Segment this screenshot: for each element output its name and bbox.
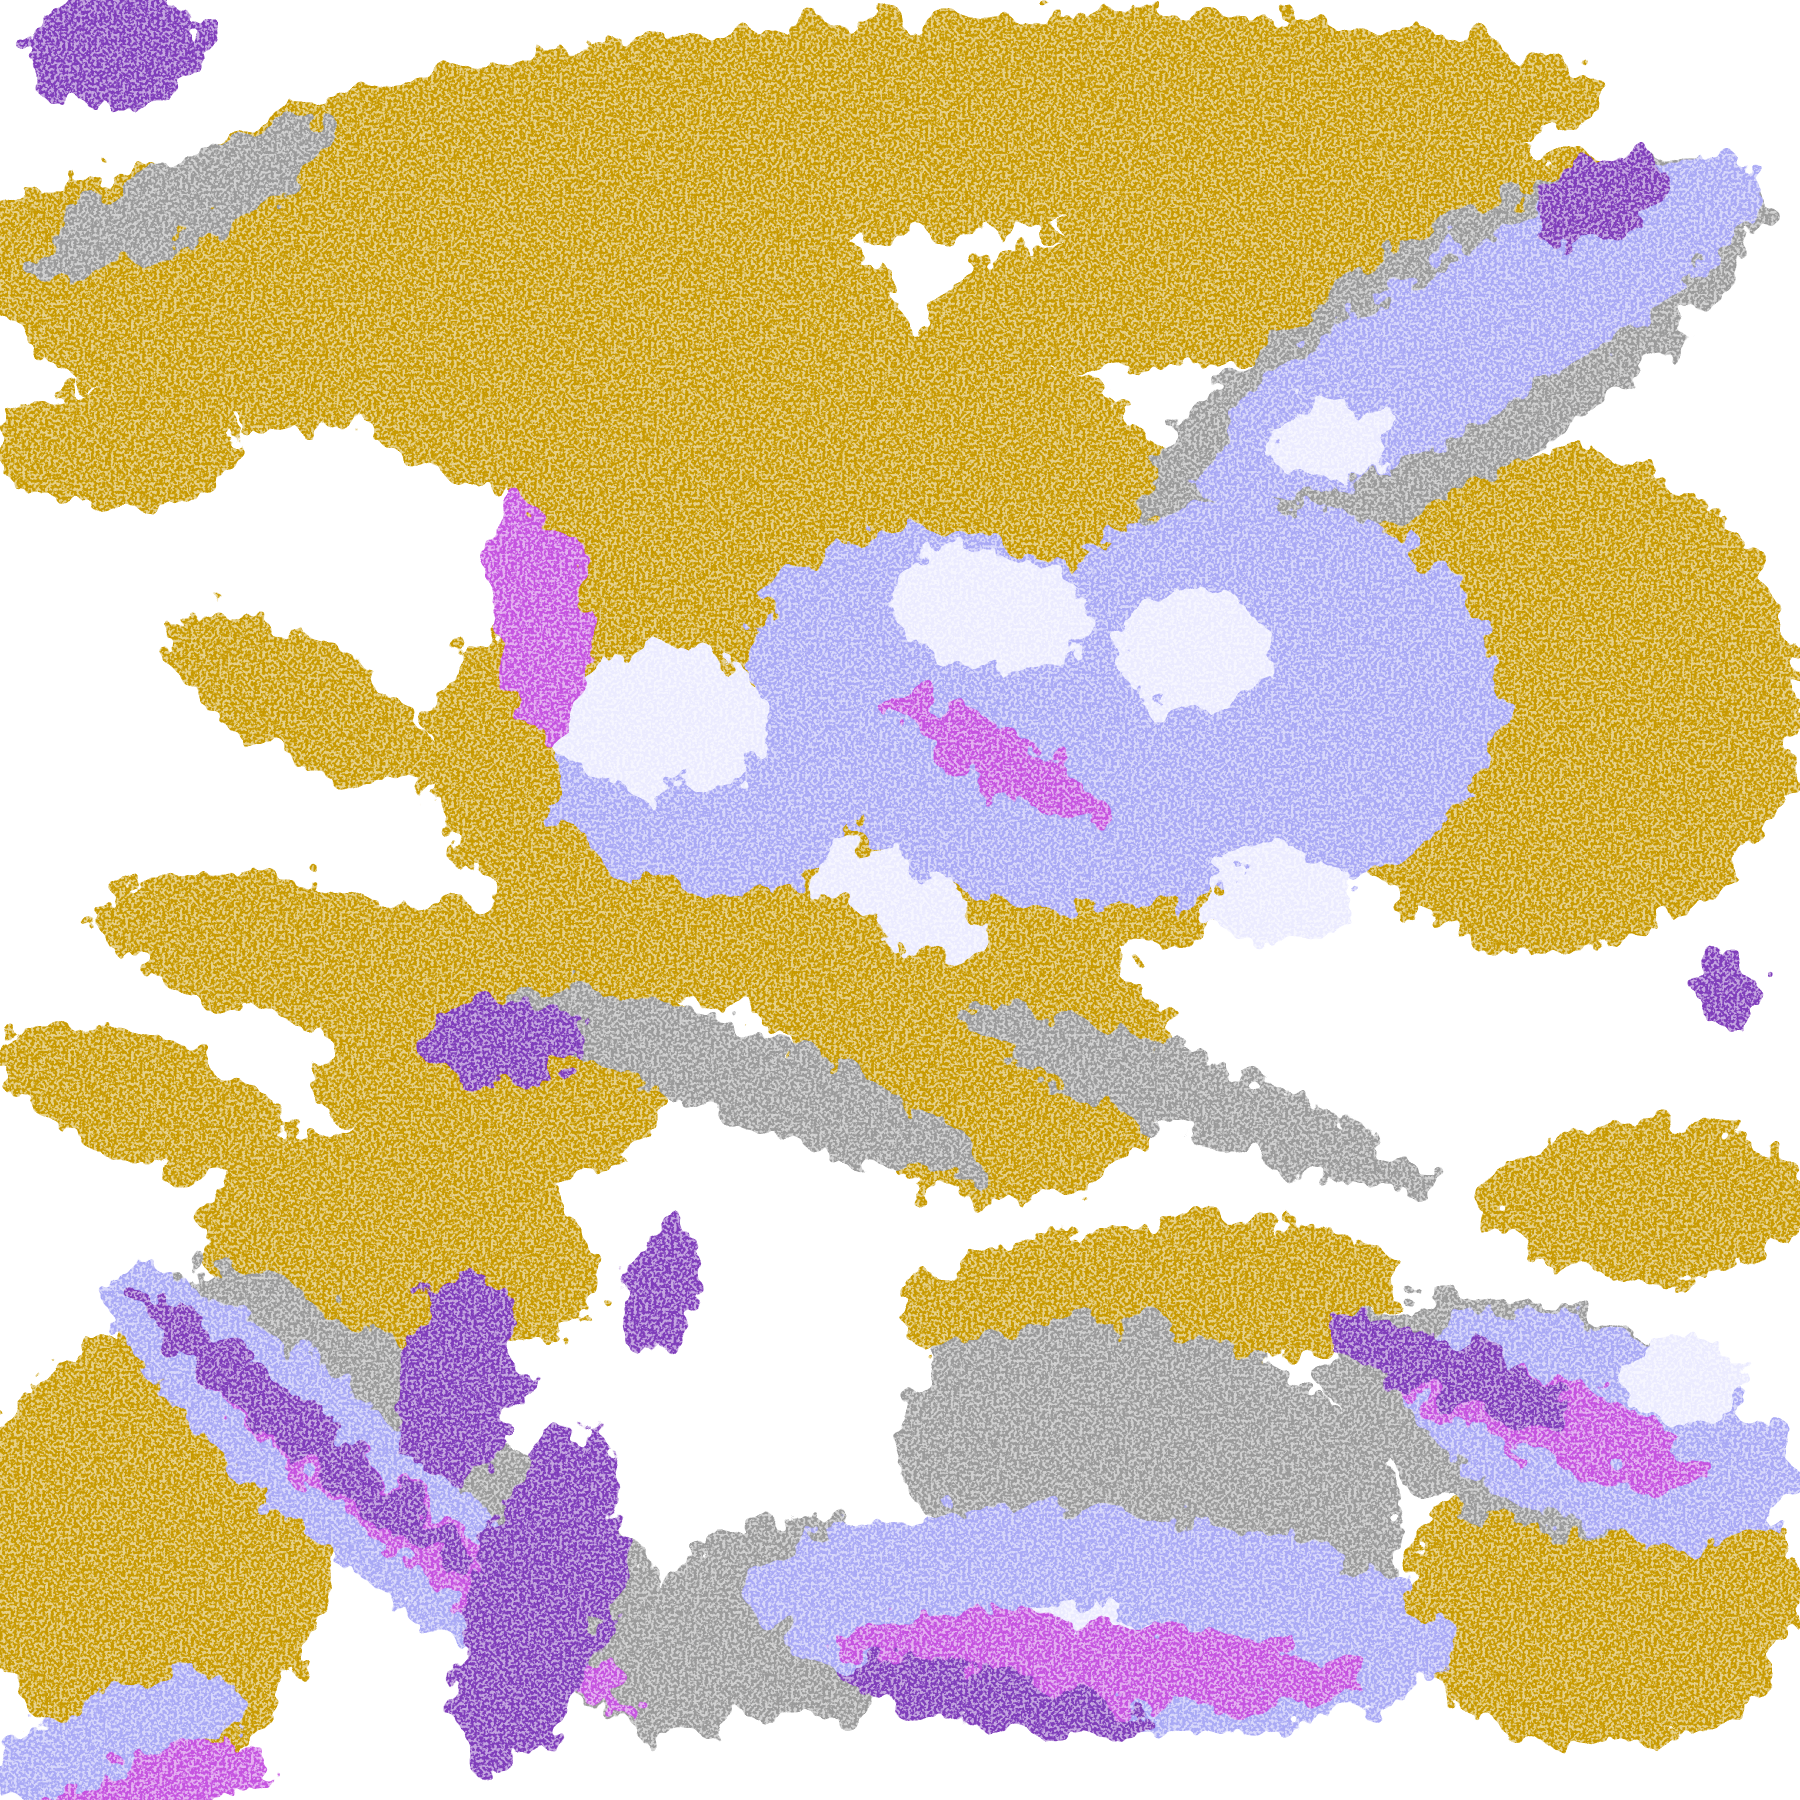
speckle-texture — [0, 0, 1800, 1800]
satellite-image — [0, 0, 1800, 1800]
